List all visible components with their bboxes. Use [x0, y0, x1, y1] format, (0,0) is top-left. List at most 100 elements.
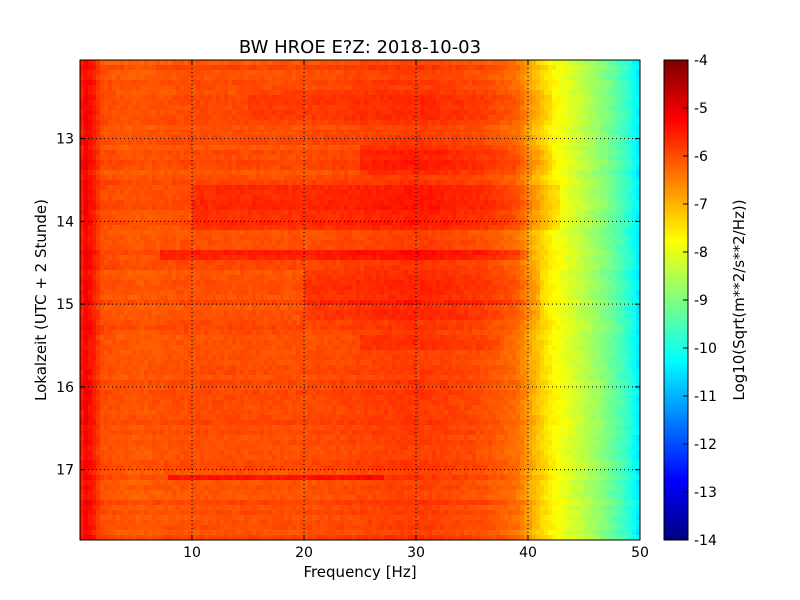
heatmap-cell	[576, 215, 581, 221]
heatmap-cell	[116, 105, 121, 111]
heatmap-cell	[212, 210, 217, 216]
heatmap-cell	[584, 90, 589, 96]
heatmap-cell	[444, 185, 449, 191]
heatmap-cell	[624, 95, 629, 101]
heatmap-cell	[112, 205, 117, 211]
heatmap-cell	[232, 120, 237, 126]
heatmap-cell	[608, 100, 613, 106]
heatmap-cell	[344, 95, 349, 101]
heatmap-cell	[356, 155, 361, 161]
heatmap-cell	[220, 205, 225, 211]
heatmap-cell	[416, 120, 421, 126]
heatmap-cell	[128, 100, 133, 106]
heatmap-cell	[540, 60, 545, 66]
heatmap-cell	[376, 80, 381, 86]
heatmap-cell	[416, 235, 421, 241]
heatmap-cell	[328, 220, 333, 226]
heatmap-cell	[264, 170, 269, 176]
heatmap-cell	[408, 205, 413, 211]
heatmap-cell	[576, 90, 581, 96]
heatmap-cell	[420, 175, 425, 181]
heatmap-cell	[392, 210, 397, 216]
heatmap-cell	[636, 90, 640, 96]
heatmap-cell	[312, 200, 317, 206]
heatmap-cell	[296, 85, 301, 91]
heatmap-cell	[488, 225, 493, 231]
heatmap-cell	[336, 110, 341, 116]
heatmap-cell	[292, 145, 297, 151]
heatmap-cell	[168, 90, 173, 96]
heatmap-cell	[584, 155, 589, 161]
heatmap-cell	[136, 220, 141, 226]
heatmap-cell	[92, 140, 97, 146]
heatmap-cell	[404, 185, 409, 191]
heatmap-cell	[456, 130, 461, 136]
heatmap-cell	[108, 135, 113, 141]
heatmap-cell	[416, 110, 421, 116]
heatmap-cell	[120, 190, 125, 196]
heatmap-cell	[568, 210, 573, 216]
heatmap-cell	[428, 135, 433, 141]
heatmap-cell	[252, 175, 257, 181]
heatmap-cell	[232, 135, 237, 141]
heatmap-cell	[228, 180, 233, 186]
heatmap-cell	[196, 95, 201, 101]
heatmap-cell	[464, 150, 469, 156]
heatmap-cell	[484, 95, 489, 101]
heatmap-cell	[368, 205, 373, 211]
heatmap-cell	[228, 165, 233, 171]
heatmap-cell	[544, 85, 549, 91]
heatmap-cell	[128, 165, 133, 171]
heatmap-cell	[468, 95, 473, 101]
heatmap-cell	[508, 115, 513, 121]
heatmap-cell	[252, 110, 257, 116]
heatmap-cell	[316, 225, 321, 231]
heatmap-cell	[336, 100, 341, 106]
heatmap-cell	[380, 165, 385, 171]
heatmap-cell	[96, 225, 101, 231]
heatmap-cell	[296, 185, 301, 191]
heatmap-cell	[272, 105, 277, 111]
heatmap-cell	[452, 210, 457, 216]
heatmap-cell	[148, 170, 153, 176]
heatmap-cell	[560, 135, 565, 141]
heatmap-cell	[424, 175, 429, 181]
heatmap-cell	[540, 170, 545, 176]
heatmap-cell	[400, 215, 405, 221]
heatmap-cell	[180, 85, 185, 91]
heatmap-cell	[332, 130, 337, 136]
heatmap-cell	[152, 185, 157, 191]
heatmap-cell	[476, 60, 481, 66]
heatmap-cell	[416, 90, 421, 96]
heatmap-cell	[192, 190, 197, 196]
heatmap-cell	[248, 235, 253, 241]
heatmap-cell	[204, 125, 209, 131]
heatmap-cell	[244, 90, 249, 96]
heatmap-cell	[196, 75, 201, 81]
heatmap-cell	[460, 225, 465, 231]
heatmap-cell	[576, 105, 581, 111]
heatmap-cell	[296, 145, 301, 151]
heatmap-cell	[580, 210, 585, 216]
heatmap-cell	[116, 150, 121, 156]
heatmap-cell	[560, 225, 565, 231]
heatmap-cell	[364, 205, 369, 211]
heatmap-cell	[364, 170, 369, 176]
heatmap-cell	[560, 130, 565, 136]
heatmap-cell	[468, 160, 473, 166]
heatmap-cell	[412, 140, 417, 146]
heatmap-cell	[568, 225, 573, 231]
heatmap-cell	[276, 100, 281, 106]
heatmap-cell	[508, 80, 513, 86]
heatmap-cell	[252, 165, 257, 171]
heatmap-cell	[544, 215, 549, 221]
heatmap-cell	[620, 65, 625, 71]
heatmap-cell	[124, 130, 129, 136]
heatmap-cell	[80, 195, 85, 201]
heatmap-cell	[404, 60, 409, 66]
heatmap-cell	[520, 110, 525, 116]
heatmap-cell	[380, 175, 385, 181]
heatmap-cell	[224, 145, 229, 151]
heatmap-cell	[448, 110, 453, 116]
heatmap-cell	[604, 85, 609, 91]
